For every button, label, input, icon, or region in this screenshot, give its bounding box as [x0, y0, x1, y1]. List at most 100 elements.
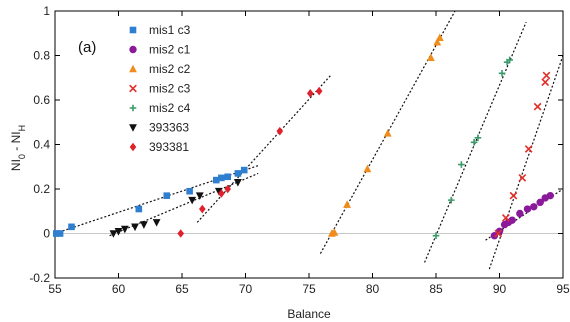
data-point: [458, 161, 465, 168]
data-point: [435, 33, 444, 41]
x-tick-label: 85: [429, 282, 443, 296]
data-point: [343, 200, 351, 208]
data-point: [186, 187, 193, 195]
data-point: [501, 214, 510, 222]
legend: mis1 c3 mis2 c1 mis2 c2 mis2 c3 mis2 c4 39336…: [129, 23, 191, 154]
x-tick-label: 90: [493, 282, 507, 296]
data-point: [276, 126, 284, 136]
x-tick-label: 55: [48, 282, 62, 296]
y-tick-label: 1: [43, 4, 50, 18]
data-point: [52, 230, 60, 237]
data-point: [135, 205, 143, 213]
legend-label: mis2 c3: [149, 82, 191, 96]
legend-label: 393363: [149, 121, 189, 135]
x-axis-title: Balance: [287, 307, 331, 321]
data-point: [120, 225, 129, 234]
fit-line: [109, 172, 259, 237]
data-point: [224, 184, 232, 194]
legend-marker: [129, 104, 137, 112]
legend-label: 393381: [149, 140, 189, 154]
data-point: [214, 187, 223, 196]
y-tick-label: -0.2: [29, 271, 50, 285]
data-point: [109, 230, 118, 238]
data-point: [114, 227, 123, 236]
data-point: [533, 102, 542, 111]
data-point: [195, 192, 204, 200]
y-tick-label: 0.2: [33, 182, 50, 196]
y-axis-title: NI0 - NIH: [9, 125, 27, 171]
data-point: [188, 196, 197, 205]
legend-marker: [129, 84, 137, 93]
x-tick-label: 60: [112, 282, 126, 296]
data-point: [516, 209, 524, 218]
data-point: [518, 174, 527, 182]
data-point: [218, 174, 225, 182]
data-point: [177, 229, 185, 238]
data-point: [498, 70, 506, 77]
data-point: [433, 37, 442, 46]
legend-marker: [129, 26, 137, 34]
data-point: [470, 138, 478, 146]
data-point: [546, 191, 554, 200]
legend-label: mis2 c4: [149, 101, 191, 115]
data-point: [490, 232, 499, 240]
y-axis-title-subH: H: [17, 125, 27, 132]
x-tick-label: 70: [239, 282, 253, 296]
data-point: [212, 176, 220, 184]
legend-label: mis2 c1: [149, 43, 191, 57]
legend-label: mis1 c3: [149, 23, 191, 37]
data-point: [506, 56, 513, 64]
data-points: [52, 33, 554, 240]
data-point: [199, 204, 206, 214]
data-point: [447, 196, 455, 204]
data-point: [131, 223, 139, 232]
y-axis-title-sub0: 0: [17, 154, 27, 159]
data-point: [508, 216, 516, 224]
data-point: [530, 203, 538, 211]
data-point: [524, 145, 533, 153]
data-point: [315, 86, 323, 96]
fit-line: [196, 75, 332, 223]
data-point: [363, 164, 372, 173]
y-tick-label: 0.6: [33, 93, 50, 107]
x-tick-label: 65: [175, 282, 189, 296]
x-tick-label: 75: [302, 282, 316, 296]
data-point: [233, 179, 242, 187]
fit-line: [488, 55, 564, 270]
data-point: [536, 198, 544, 207]
data-point: [152, 219, 161, 227]
x-tick-label: 95: [556, 282, 570, 296]
data-point: [427, 53, 435, 62]
y-axis-title-mid: - NI: [9, 131, 23, 154]
panel-label: (a): [78, 39, 96, 56]
legend-marker: [129, 142, 137, 152]
data-point: [509, 191, 518, 200]
data-point: [432, 232, 440, 240]
data-point: [306, 89, 314, 98]
data-point: [163, 192, 171, 199]
data-point: [240, 166, 248, 174]
legend-marker: [129, 64, 137, 73]
data-point: [56, 230, 64, 237]
legend-label: mis2 c2: [149, 62, 191, 76]
data-point: [234, 170, 242, 177]
x-tick-label: 80: [366, 282, 380, 296]
data-point: [383, 129, 392, 137]
data-point: [224, 173, 232, 181]
y-tick-label: 0.4: [33, 138, 50, 152]
data-point: [541, 78, 550, 87]
legend-marker: [129, 124, 137, 132]
data-point: [474, 134, 482, 142]
ticks: 55 60 65 70 75 80 85 90 95 -0.2 0 0.2 0.4 0.6 0.8 1: [29, 4, 570, 296]
y-tick-label: 0.8: [33, 49, 50, 63]
y-axis-title-main: NI: [9, 159, 23, 171]
data-point: [523, 205, 532, 213]
data-point: [218, 189, 225, 198]
y-tick-label: 0: [43, 227, 50, 241]
data-point: [140, 221, 148, 229]
data-point: [68, 223, 75, 231]
legend-marker: [129, 45, 137, 54]
data-point: [494, 229, 503, 238]
data-point: [330, 228, 339, 236]
